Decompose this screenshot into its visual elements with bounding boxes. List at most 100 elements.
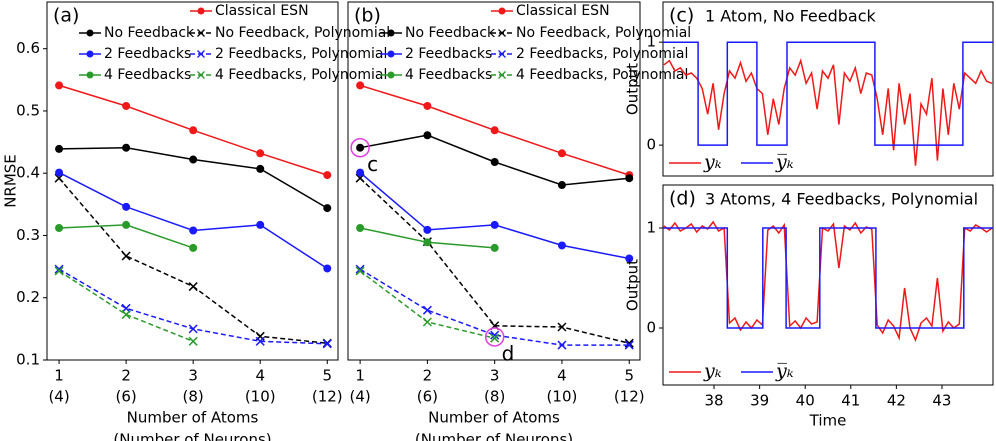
y-tick-label: 0 [646,136,656,154]
marker [55,224,64,233]
legend: Classical ESN No Feedback No Feedback, Pol… [79,3,390,83]
marker [256,164,265,173]
marker [356,168,365,177]
legend-label: Classical ESN [215,3,309,19]
x-tick-label: 38 [705,392,724,410]
legend-marker [498,71,506,79]
marker [423,131,432,140]
data-line [663,58,993,166]
marker [625,174,634,183]
y-tick-label: 1 [646,219,656,237]
x-tick-label: 5 [624,367,634,385]
x-axis-label: (Number of Neurons) [415,431,573,441]
x-tick-label: 4 [255,367,265,385]
legend-marker [86,29,94,37]
x-tick-sublabel: (6) [417,388,438,406]
legend-label: yₖ [703,360,722,382]
y-tick-label: 0.2 [16,288,40,306]
legend-label: yₖ [703,151,722,173]
marker [188,324,198,334]
x-axis-label: Time [809,412,847,430]
marker [490,333,500,343]
x-tick-sublabel: (12) [614,388,645,406]
data-line [58,268,328,345]
legend-marker [197,71,205,79]
marker [323,171,332,180]
panel: 1 (4) 2 (6) 3 (8) 4 (10) 5 (12) c d Classical ESN No … [347,1,691,441]
marker [624,338,634,348]
data-line [663,220,993,343]
marker [122,101,131,110]
legend-marker [197,29,205,37]
x-axis-label: Number of Atoms [127,409,259,427]
legend-label: No Feedback [104,25,195,41]
panel-title: 3 Atoms, 4 Feedbacks, Polynomial [705,190,978,209]
marker [256,220,265,229]
legend-label: No Feedback [405,25,496,41]
x-tick-sublabel: (8) [183,388,204,406]
x-tick-label: 1 [54,367,64,385]
marker [423,225,432,234]
plot-frame [347,1,641,361]
x-tick-label: 39 [750,392,769,410]
marker [490,243,499,252]
y-axis-label: Output [624,259,642,311]
marker [356,224,365,233]
x-tick-label: 3 [490,367,500,385]
x-tick-label: 43 [932,392,951,410]
legend-marker [387,50,395,58]
panel-title: 1 Atom, No Feedback [705,7,877,26]
legend-label: Classical ESN [516,3,610,19]
y-tick-label: 1 [646,33,656,51]
marker [557,181,566,190]
data-line [58,177,328,344]
marker [322,339,332,349]
legend-marker [86,71,94,79]
legend-marker [498,50,506,58]
x-tick-label: 42 [887,392,906,410]
marker [423,238,432,247]
annotation-text: d [502,341,515,365]
legend-label: No Feedback, Polynomial [516,25,691,41]
annotation-circle [484,327,505,347]
marker [122,202,131,211]
marker [356,143,365,152]
y-tick-label: 0 [646,319,656,337]
marker [323,204,332,213]
panel: 0.1 0.2 0.3 0.4 0.5 0.6 1 (4) 2 (6) 3 (8) 4 (10) 5 (12)… [2,1,390,441]
marker [422,317,432,327]
marker [490,220,499,229]
x-tick-sublabel: (10) [547,388,578,406]
marker [122,143,131,152]
x-tick-label: 41 [841,392,860,410]
marker [189,226,198,235]
x-tick-sublabel: (4) [48,388,69,406]
x-tick-sublabel: (8) [484,388,505,406]
marker [55,168,64,177]
legend-label: No Feedback, Polynomial [215,25,390,41]
legend-label: 4 Feedbacks [405,67,492,83]
marker [557,340,567,350]
x-tick-sublabel: (6) [115,388,136,406]
legend-marker [387,29,395,37]
marker [490,126,499,135]
marker [122,220,131,229]
legend-marker [387,71,395,79]
legend: yₖ y̅ₖ [669,360,794,382]
x-tick-label: 4 [557,367,567,385]
legend-label: 4 Feedbacks, Polynomial [215,67,387,83]
panel-label: (c) [669,5,694,27]
legend-label: y̅ₖ [775,360,794,382]
x-tick-sublabel: (4) [349,388,370,406]
plot-frame [662,1,994,177]
marker [54,266,64,276]
marker [55,81,64,90]
marker [355,264,365,274]
marker [189,155,198,164]
marker [188,282,198,292]
marker [625,254,634,263]
legend-label: 2 Feedbacks [104,46,191,62]
marker [55,144,64,153]
x-tick-label: 2 [423,367,433,385]
